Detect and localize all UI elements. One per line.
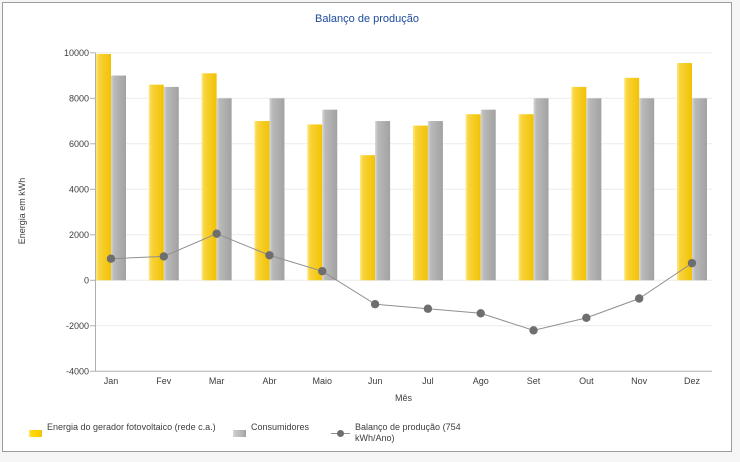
svg-text:Jul: Jul (422, 376, 434, 386)
legend-item-consumers: Consumidores (233, 422, 317, 437)
svg-text:Maio: Maio (313, 376, 333, 386)
svg-text:Ago: Ago (473, 376, 489, 386)
svg-text:Jun: Jun (368, 376, 383, 386)
svg-text:0: 0 (84, 275, 89, 285)
consumers-series-swatch-icon (233, 430, 246, 437)
svg-text:8000: 8000 (69, 93, 89, 103)
svg-text:-2000: -2000 (66, 321, 89, 331)
chart-plot-area: 10000 8000 6000 4000 2000 0 -2000 -4000 Jan Fev Ma… (64, 48, 712, 386)
pv-series-swatch-icon (29, 430, 42, 437)
x-axis-title: Mês (394, 393, 412, 403)
svg-text:Nov: Nov (631, 376, 648, 386)
svg-text:2000: 2000 (69, 230, 89, 240)
svg-text:Fev: Fev (156, 376, 172, 386)
svg-text:Dez: Dez (684, 376, 701, 386)
legend-item-balance: Balanço de produção (754 kWh/Ano) (331, 422, 471, 443)
legend-label-consumers: Consumidores (251, 422, 310, 432)
svg-text:10000: 10000 (64, 48, 89, 58)
svg-text:Set: Set (527, 376, 541, 386)
chart-title: Balanço de produção (315, 13, 419, 25)
legend-label-balance: Balanço de produção (754 kWh/Ano) (355, 422, 461, 443)
balance-line-marker-icon (331, 429, 350, 438)
svg-text:4000: 4000 (69, 184, 89, 194)
svg-text:6000: 6000 (69, 139, 89, 149)
chart-panel: 10000 8000 6000 4000 2000 0 -2000 -4000 Jan Fev Ma… (2, 2, 732, 452)
svg-text:Jan: Jan (104, 376, 119, 386)
legend-item-pv: Energia do gerador fotovoltaico (rede c.… (29, 422, 219, 437)
svg-text:Mar: Mar (209, 376, 225, 386)
legend-label-pv: Energia do gerador fotovoltaico (rede c.… (47, 422, 216, 432)
svg-text:Out: Out (579, 376, 594, 386)
chart-legend: Energia do gerador fotovoltaico (rede c.… (29, 422, 485, 446)
svg-text:Abr: Abr (262, 376, 276, 386)
y-axis-title: Energia em kWh (17, 177, 27, 245)
svg-text:-4000: -4000 (66, 366, 89, 376)
